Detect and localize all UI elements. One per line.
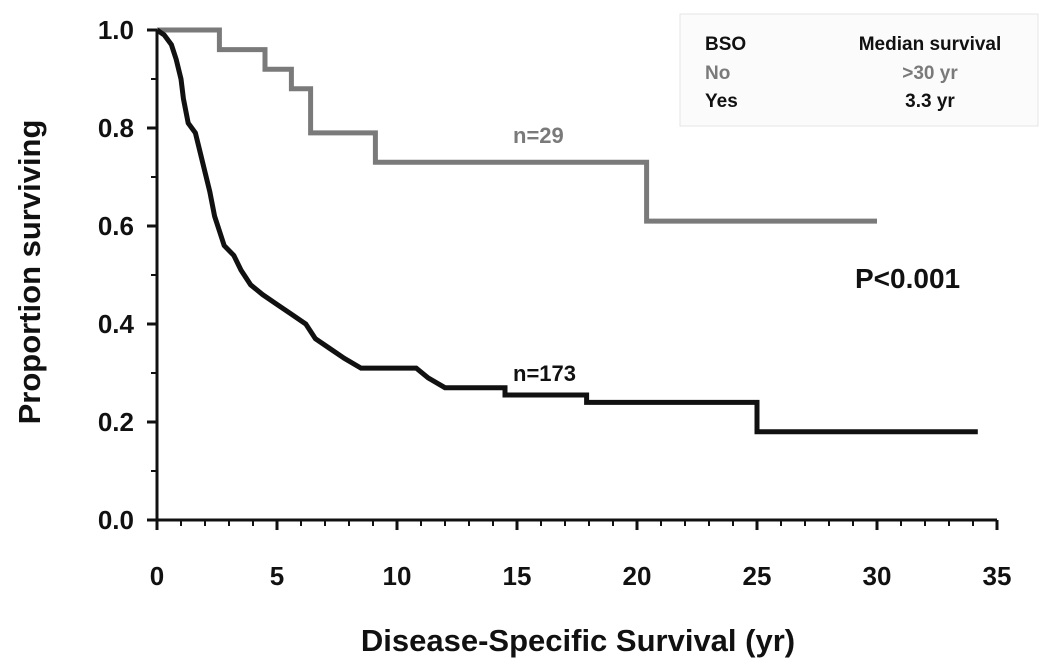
x-tick-label: 25 xyxy=(743,561,772,591)
y-tick-label: 0.6 xyxy=(98,211,134,241)
survival-curve-bso_yes xyxy=(155,27,978,435)
series-label-yes: n=173 xyxy=(513,361,576,386)
legend-box xyxy=(679,13,1039,127)
series-label-no: n=29 xyxy=(513,123,564,148)
axes: 0 5 10 15 20 25 30 35 0.0 0.2 0.4 0.6 0.8 1.0 xyxy=(98,15,1012,591)
y-tick-label: 0.8 xyxy=(98,113,134,143)
x-tick-label: 5 xyxy=(270,561,284,591)
y-tick-label: 0.2 xyxy=(98,407,134,437)
y-axis-title: Proportion surviving xyxy=(12,120,47,425)
x-tick-label: 10 xyxy=(383,561,412,591)
x-tick-label: 0 xyxy=(150,561,164,591)
x-tick-label: 15 xyxy=(503,561,532,591)
x-tick-label: 30 xyxy=(863,561,892,591)
survival-curve-bso_no xyxy=(157,27,877,224)
legend-table: BSO Median survival No >30 yr Yes 3.3 yr xyxy=(679,13,1039,127)
legend-row-no-bso: No xyxy=(705,63,730,84)
legend-row-yes-bso: Yes xyxy=(705,91,738,112)
legend-header-bso: BSO xyxy=(705,34,746,55)
y-tick-label: 0.4 xyxy=(98,309,135,339)
series-layer xyxy=(155,27,978,435)
x-axis-title: Disease-Specific Survival (yr) xyxy=(361,623,795,658)
y-tick-label: 0.0 xyxy=(98,505,134,535)
legend-header-median: Median survival xyxy=(859,34,1002,55)
legend-row-no-median: >30 yr xyxy=(902,63,958,84)
p-value-annotation: P<0.001 xyxy=(855,263,960,294)
legend-row-yes-median: 3.3 yr xyxy=(905,91,955,112)
x-tick-label: 35 xyxy=(983,561,1012,591)
y-tick-label: 1.0 xyxy=(98,15,134,45)
x-tick-label: 20 xyxy=(623,561,652,591)
